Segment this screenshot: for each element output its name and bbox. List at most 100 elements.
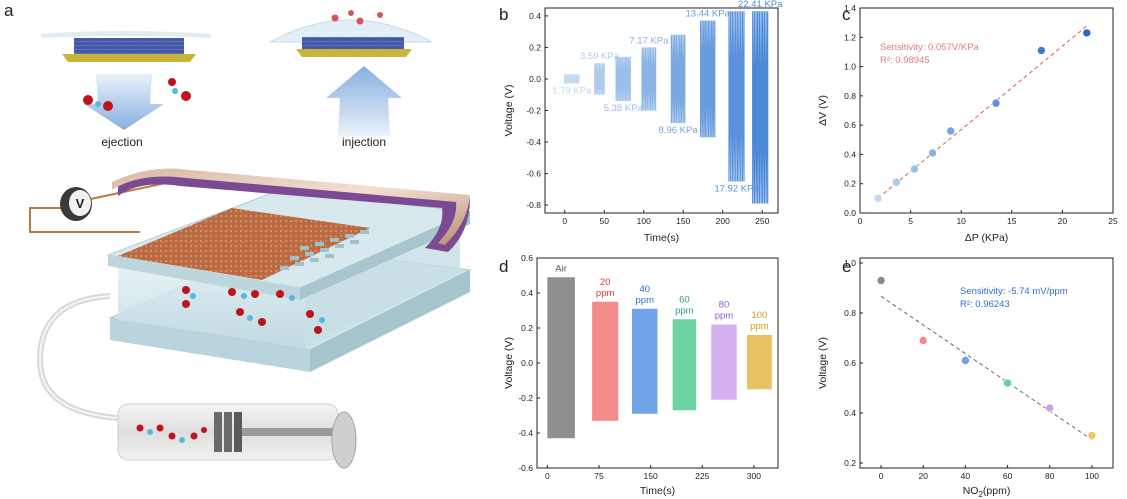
down-arrow-icon [84,74,164,130]
y-tick-label: -0.4 [526,137,541,147]
fit-annotation: Sensitivity: 0.057V/KPa [880,42,979,53]
data-point [876,276,886,285]
y-tick-label: -0.8 [526,200,541,210]
y-axis-label: ΔV (V) [817,95,829,126]
data-point [1087,431,1097,440]
y-tick-label: 0.0 [844,208,856,218]
vent-holes [280,230,369,270]
y-tick-label: 0.2 [529,42,541,52]
fiber-layer [74,38,184,54]
chart-c-dv-vs-dp: 0 5 10 15 20 25 0.0 0.2 0.4 0.6 0.8 1.0 1.2 1.4 ΔP (KP… [817,3,1118,244]
x-tick-label: 0 [858,216,863,226]
y-tick-label: 0.0 [529,74,541,84]
panel-label-c: c [842,5,851,24]
plot-frame [859,7,1114,214]
syringe [117,403,357,469]
copper-mesh [118,208,370,280]
panel-label-d: d [499,257,508,276]
x-tick-label: 75 [594,471,604,481]
x-tick-label: 0 [879,471,884,481]
x-tick-label: 60 [1003,471,1013,481]
y-tick-label: 1.2 [844,32,856,42]
pressure-label: 1.79 KPa [552,86,592,97]
concentration-label: 40 [639,284,650,295]
y-tick-label: -0.2 [526,106,541,116]
signal-segment [728,11,745,182]
panel-label-e: e [842,257,851,276]
up-arrow-icon [326,66,402,136]
y-tick-label: 0.4 [844,149,856,159]
signal-segment [564,74,580,84]
x-axis-label: NO2(ppm) [963,485,1011,499]
y-tick-label: 0.6 [844,358,856,368]
y-tick-label: -0.2 [518,393,533,403]
panel-a-illustration: a ejection injection [4,1,472,469]
pressure-label: 8.96 KPa [659,125,699,136]
device-body [106,168,472,372]
panel-label-b: b [499,5,508,24]
y-axis-label: Voltage (V) [817,337,829,389]
y-tick-label: -0.6 [518,463,533,473]
pressure-label: 22.41 KPa [738,0,783,10]
data-point [892,177,901,187]
y-tick-label: -0.6 [526,169,541,179]
y-tick-label: 0.6 [844,120,856,130]
y-tick-label: 0.6 [521,253,533,263]
x-tick-label: 225 [695,471,709,481]
signal-segment [700,20,716,138]
x-tick-label: 100 [637,216,651,226]
signal-band [747,335,772,390]
fit-annotation: R²: 0.98945 [880,55,930,66]
signal-band [632,308,658,414]
data-point [1082,28,1092,38]
y-tick-label: 0.4 [521,288,533,298]
fit-annotation: Sensitivity: -5.74 mV/ppm [960,286,1068,297]
y-tick-label: 0.4 [844,408,856,418]
pressure-label: 5.38 KPa [604,103,644,114]
electrode-layer [62,54,196,62]
y-axis-label: Voltage (V) [503,337,515,389]
x-tick-label: 150 [644,471,658,481]
concentration-label: Air [555,263,567,274]
concentration-label: 100 [751,310,767,321]
pressure-label: 7.17 KPa [629,35,669,46]
fit-line [880,295,1093,441]
no2-molecules-chamber [182,286,325,334]
y-tick-label: 1.4 [844,3,856,13]
voltmeter-icon: V [60,187,92,221]
x-tick-label: 25 [1108,216,1118,226]
data-point [873,194,883,203]
data-point [1045,403,1055,413]
pressure-label: 17.92 KPa [714,183,759,194]
chart-e-voltage-vs-no2: 0 20 40 60 80 100 0.2 0.4 0.6 0.8 1.0 NO2(ppm) Volta… [817,257,1114,499]
data-point [910,164,919,174]
signal-band [547,277,575,439]
x-tick-label: 250 [755,216,769,226]
concentration-label: ppm [596,288,615,299]
y-tick-label: 0.8 [844,308,856,318]
injection-label: injection [342,135,386,149]
x-tick-label: 0 [545,471,550,481]
x-tick-label: 100 [1085,471,1099,481]
x-axis-label: ΔP (KPa) [965,232,1009,244]
x-tick-label: 80 [1045,471,1055,481]
chart-d-voltage-vs-time: 0 75 150 225 300 -0.6 -0.4 -0.2 0.0 0.2 0.4 0.6 Time… [503,253,779,497]
y-axis-label: Voltage (V) [503,85,515,137]
y-tick-label: 1.0 [844,258,856,268]
signal-band [592,301,619,421]
x-tick-label: 50 [600,216,610,226]
x-tick-label: 0 [562,216,567,226]
signal-band [711,324,737,400]
data-point [928,148,937,158]
x-tick-label: 40 [961,471,971,481]
fit-annotation: R²: 0.96243 [960,299,1010,310]
y-tick-label: 0.4 [529,11,541,21]
signal-segment [670,34,686,124]
wire [29,207,140,233]
ejection-label: ejection [101,135,142,149]
y-tick-label: 0.2 [844,458,856,468]
data-point [991,98,1001,108]
droplet-dome [269,19,433,43]
signal-segment [752,11,769,204]
x-tick-label: 150 [676,216,690,226]
